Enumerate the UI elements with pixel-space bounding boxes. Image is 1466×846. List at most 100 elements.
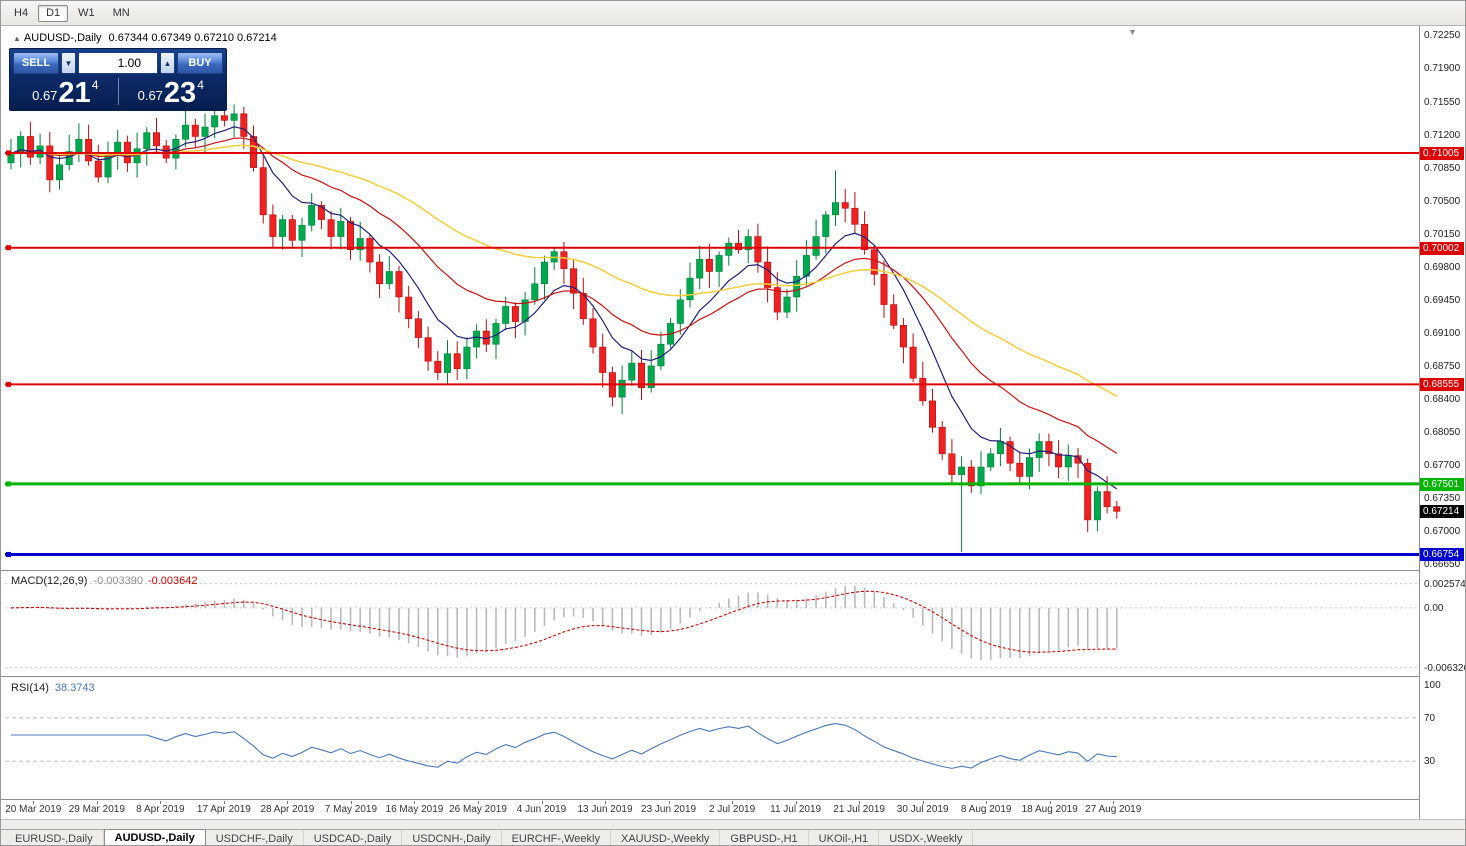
volume-increase-button[interactable]: ▲	[160, 52, 175, 74]
price-tick: 0.67700	[1424, 460, 1461, 472]
chart-tab-usdcnh-daily[interactable]: USDCNH-,Daily	[402, 830, 502, 845]
date-label: 16 May 2019	[385, 804, 444, 815]
date-tick	[986, 801, 988, 804]
price-line-label: 0.66754	[1420, 548, 1464, 562]
price-line-label: 0.68555	[1420, 378, 1464, 392]
timeframe-button-h4[interactable]: H4	[14, 6, 29, 19]
date-label: 29 Mar 2019	[68, 804, 125, 815]
macd-signal-value: -0.003642	[147, 575, 198, 587]
price-tick: 0.71900	[1424, 63, 1461, 75]
date-tick	[795, 801, 797, 804]
price-tick: 0.66650	[1424, 559, 1461, 571]
price-tick: 0.69450	[1424, 294, 1461, 306]
chart-tab-gbpusd-h1[interactable]: GBPUSD-,H1	[720, 830, 809, 845]
chart-title: ▲ AUDUSD-,Daily 0.67344 0.67349 0.67210 0.…	[13, 32, 277, 44]
macd-axis-tick: 0.00	[1424, 602, 1444, 614]
price-tick: 0.71200	[1424, 129, 1461, 141]
buy-price-big: 23	[163, 77, 197, 110]
sell-price-big: 21	[58, 77, 91, 110]
volume-input[interactable]	[78, 52, 158, 74]
price-tick: 0.70500	[1424, 195, 1461, 207]
chart-shift-marker[interactable]: ▼	[1128, 27, 1137, 37]
date-label: 20 Mar 2019	[5, 804, 62, 815]
ma-8-line	[10, 126, 1118, 490]
macd-axis-tick: 0.002574	[1424, 578, 1466, 590]
volume-decrease-button[interactable]: ▼	[61, 52, 76, 74]
panel-divider[interactable]	[1, 570, 1465, 571]
price-tick: 0.69100	[1424, 327, 1461, 339]
date-tick	[477, 801, 479, 804]
date-tick	[1113, 801, 1115, 804]
macd-axis-tick: -0.006326	[1424, 662, 1466, 674]
price-tick: 0.69800	[1424, 261, 1461, 273]
date-label: 23 Jun 2019	[641, 804, 697, 815]
timeframe-button-mn[interactable]: MN	[112, 6, 130, 19]
chart-tab-eurusd-daily[interactable]: EURUSD-,Daily	[5, 830, 104, 845]
chart-tab-usdcad-daily[interactable]: USDCAD-,Daily	[304, 830, 403, 845]
price-tick: 0.70850	[1424, 162, 1461, 174]
price-divider	[117, 78, 119, 105]
ma-20-line	[10, 137, 1118, 454]
sell-price-prefix: 0.67	[32, 88, 58, 103]
panel-divider	[1, 799, 1465, 800]
date-label: 26 May 2019	[449, 804, 507, 815]
date-label: 7 May 2019	[324, 804, 378, 815]
sell-price-display[interactable]: 0.67 21 4	[13, 76, 118, 110]
date-label: 21 Jul 2019	[833, 804, 885, 815]
rsi-line	[11, 723, 1117, 769]
rsi-canvas[interactable]	[5, 680, 1419, 798]
chevron-down-icon: ▼	[64, 58, 73, 68]
price-tick: 0.72250	[1424, 30, 1461, 42]
macd-canvas[interactable]	[5, 573, 1419, 674]
trade-controls-row: SELL ▼ ▲ BUY	[13, 52, 223, 74]
price-tick: 0.68050	[1424, 427, 1461, 439]
chart-tab-usdx-weekly[interactable]: USDX-,Weekly	[879, 830, 974, 845]
buy-price-display[interactable]: 0.67 23 4	[119, 76, 224, 110]
timeframe-button-d1[interactable]: D1	[38, 4, 69, 22]
date-label: 8 Aug 2019	[960, 804, 1012, 815]
panel-divider[interactable]	[1, 676, 1465, 677]
price-tick: 0.71550	[1424, 96, 1461, 108]
price-line-label: 0.67501	[1420, 477, 1464, 491]
date-tick	[414, 801, 416, 804]
date-label: 27 Aug 2019	[1085, 804, 1142, 815]
chart-tab-eurchf-weekly[interactable]: EURCHF-,Weekly	[502, 830, 611, 845]
status-strip	[1, 819, 1465, 830]
sell-button[interactable]: SELL	[13, 52, 59, 74]
date-tick	[605, 801, 607, 804]
chevron-up-icon: ▲	[163, 58, 172, 68]
timeframe-button-w1[interactable]: W1	[78, 6, 95, 19]
chart-tab-audusd-daily[interactable]: AUDUSD-,Daily	[103, 829, 206, 845]
line-handle	[6, 551, 11, 557]
chart-tab-usdchf-daily[interactable]: USDCHF-,Daily	[206, 830, 304, 845]
rsi-axis-tick: 70	[1424, 712, 1436, 724]
date-tick	[160, 801, 162, 804]
chart-tab-ukoil-h1[interactable]: UKOil-,H1	[809, 830, 880, 845]
ma-45-line	[10, 144, 1118, 397]
date-label: 17 Apr 2019	[196, 804, 251, 815]
rsi-axis-tick: 30	[1424, 756, 1436, 768]
chart-tab-xauusd-weekly[interactable]: XAUUSD-,Weekly	[611, 830, 721, 845]
line-handle	[6, 481, 11, 487]
buy-button[interactable]: BUY	[177, 52, 223, 74]
date-tick	[922, 801, 924, 804]
date-tick	[668, 801, 670, 804]
price-tick: 0.67000	[1424, 526, 1461, 538]
date-label: 18 Aug 2019	[1021, 804, 1078, 815]
chart-ohlc-values: 0.67344 0.67349 0.67210 0.67214	[108, 32, 277, 44]
current-price-label: 0.67214	[1420, 505, 1464, 518]
line-handle	[6, 381, 11, 387]
date-tick	[33, 801, 35, 804]
date-tick	[350, 801, 352, 804]
date-tick	[223, 801, 225, 804]
date-axis[interactable]: 20 Mar 2019 29 Mar 2019 8 Apr 2019 17 Apr 2…	[1, 801, 1419, 818]
chart-icon: ▲	[13, 34, 21, 43]
price-scale[interactable]: 0.72250 0.71900 0.71550 0.71200 0.70850 0.705…	[1419, 26, 1466, 819]
date-tick	[287, 801, 289, 804]
date-label: 28 Apr 2019	[260, 804, 315, 815]
date-label: 2 Jul 2019	[709, 804, 756, 815]
main-chart-canvas[interactable]	[5, 25, 1419, 569]
rsi-value: 38.3743	[54, 682, 95, 694]
rsi-axis-tick: 100	[1424, 680, 1441, 692]
